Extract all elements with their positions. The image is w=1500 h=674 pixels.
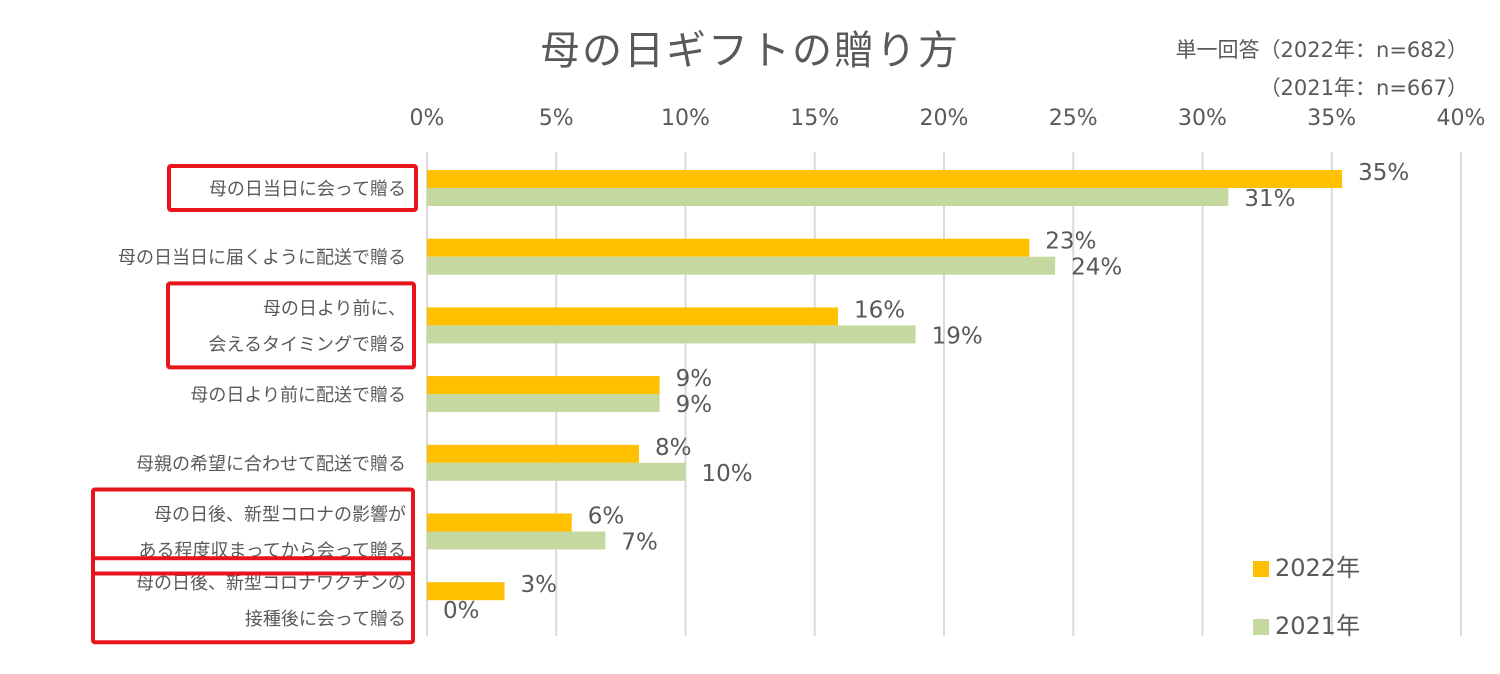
bar xyxy=(427,170,1343,188)
category-label: 母の日当日に会って贈る xyxy=(209,179,406,200)
data-label: 6% xyxy=(588,504,625,530)
highlight-box xyxy=(167,164,418,212)
data-label: 19% xyxy=(932,323,983,349)
data-label: 9% xyxy=(676,366,713,392)
sample-note-2021: （2021年：n=667） xyxy=(1259,76,1468,100)
data-label: 35% xyxy=(1358,160,1409,186)
category-label: 母の日後、新型コロナワクチンの xyxy=(136,573,406,594)
data-label: 10% xyxy=(702,461,753,487)
bar xyxy=(427,582,505,601)
bar xyxy=(427,188,1229,206)
legend-item-2022: 2022年 xyxy=(1253,548,1360,583)
x-tick-label: 35% xyxy=(1307,106,1356,131)
highlight-box xyxy=(166,281,416,370)
category-label: 接種後に会って贈る xyxy=(245,609,406,630)
bar xyxy=(427,376,660,395)
category-label: 母の日後、新型コロナの影響が xyxy=(154,505,406,526)
data-label: 23% xyxy=(1045,229,1096,255)
bar xyxy=(427,444,639,463)
data-label: 3% xyxy=(521,572,558,598)
data-label: 31% xyxy=(1244,186,1295,212)
x-tick-label: 0% xyxy=(410,106,445,131)
x-tick-label: 40% xyxy=(1437,106,1486,131)
legend-label-2021: 2021年 xyxy=(1275,612,1361,640)
legend-swatch-2022 xyxy=(1253,561,1269,577)
bar xyxy=(427,307,839,326)
bar xyxy=(427,238,1030,257)
category-label: 母の日より前に配送で贈る xyxy=(190,385,406,406)
category-label: 会えるタイミングで贈る xyxy=(209,334,406,355)
bar xyxy=(427,513,572,532)
bar xyxy=(427,462,686,481)
bar xyxy=(427,531,606,550)
x-tick-label: 10% xyxy=(661,106,710,131)
sample-note-2022: 単一回答（2022年：n=682） xyxy=(1175,38,1468,62)
bar xyxy=(427,394,660,413)
category-label: 母の日より前に、 xyxy=(263,298,406,319)
x-tick-label: 15% xyxy=(790,106,839,131)
data-label: 16% xyxy=(854,297,905,323)
x-tick-label: 5% xyxy=(539,106,574,131)
x-tick-label: 25% xyxy=(1049,106,1098,131)
x-tick-label: 30% xyxy=(1178,106,1227,131)
highlight-box xyxy=(91,556,415,645)
highlight-box xyxy=(91,487,415,576)
legend-swatch-2021 xyxy=(1253,619,1269,635)
bar xyxy=(427,325,916,344)
data-label: 24% xyxy=(1071,255,1122,281)
chart-title: 母の日ギフトの贈り方 xyxy=(540,28,960,74)
category-label: 母の日当日に届くように配送で贈る xyxy=(118,248,406,269)
bar xyxy=(427,256,1056,275)
category-label: 母親の希望に合わせて配送で贈る xyxy=(136,454,406,475)
legend-item-2021: 2021年 xyxy=(1253,606,1360,641)
data-label: 7% xyxy=(621,530,658,556)
x-tick-label: 20% xyxy=(920,106,969,131)
data-label: 0% xyxy=(443,598,480,624)
data-label: 9% xyxy=(676,392,713,418)
data-label: 8% xyxy=(655,435,692,461)
legend-label-2022: 2022年 xyxy=(1275,554,1361,582)
